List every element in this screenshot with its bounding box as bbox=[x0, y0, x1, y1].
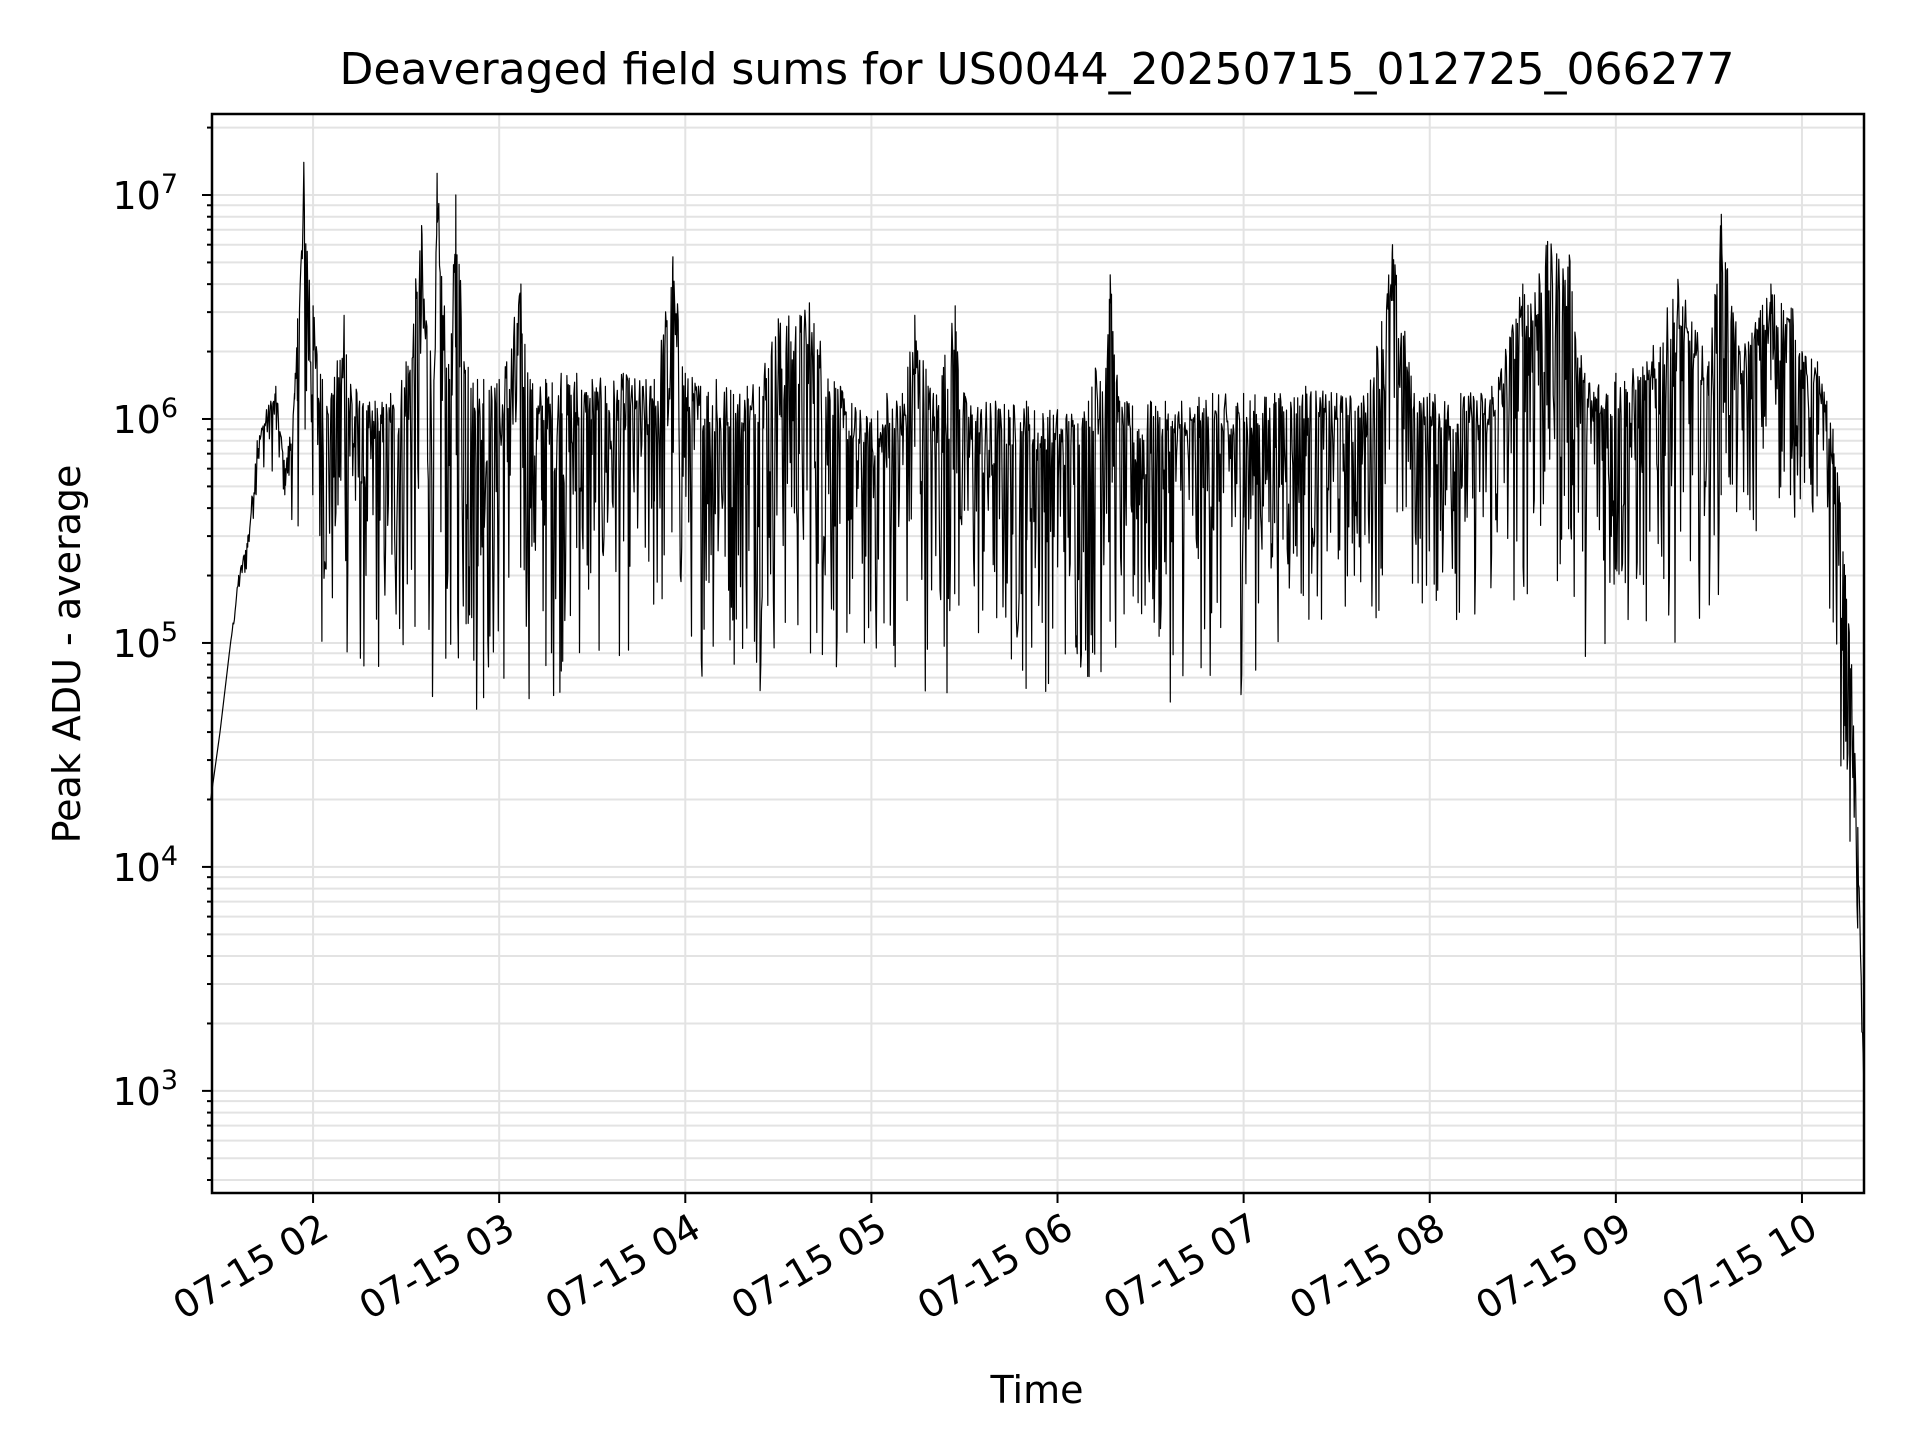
x-axis-label: Time bbox=[990, 1368, 1084, 1412]
chart-title: Deaveraged field sums for US0044_2025071… bbox=[340, 44, 1735, 95]
x-tick-label: 07-15 09 bbox=[1468, 1205, 1638, 1329]
y-tick-label: 105 bbox=[112, 617, 178, 666]
y-tick-label: 104 bbox=[112, 841, 178, 890]
x-tick-label: 07-15 07 bbox=[1096, 1205, 1266, 1329]
series bbox=[210, 161, 1865, 1091]
y-tick-label: 103 bbox=[112, 1065, 178, 1114]
grid bbox=[212, 114, 1864, 1193]
y-tick-label: 107 bbox=[112, 169, 178, 218]
x-tick-label: 07-15 03 bbox=[352, 1205, 522, 1329]
series-line bbox=[210, 161, 1865, 1091]
y-tick-label: 106 bbox=[112, 393, 178, 442]
x-tick-label: 07-15 06 bbox=[910, 1205, 1080, 1329]
x-tick-label: 07-15 05 bbox=[724, 1205, 894, 1329]
y-axis: 103 104 105 106 107 bbox=[112, 126, 212, 1182]
x-tick-label: 07-15 10 bbox=[1654, 1205, 1824, 1329]
y-axis-label: Peak ADU - average bbox=[45, 465, 89, 844]
x-axis: 07-15 02 07-15 03 07-15 04 07-15 05 07-15 06… bbox=[166, 1193, 1824, 1329]
x-tick-label: 07-15 02 bbox=[166, 1205, 336, 1329]
x-tick-label: 07-15 04 bbox=[538, 1205, 708, 1329]
x-tick-label: 07-15 08 bbox=[1282, 1205, 1452, 1329]
